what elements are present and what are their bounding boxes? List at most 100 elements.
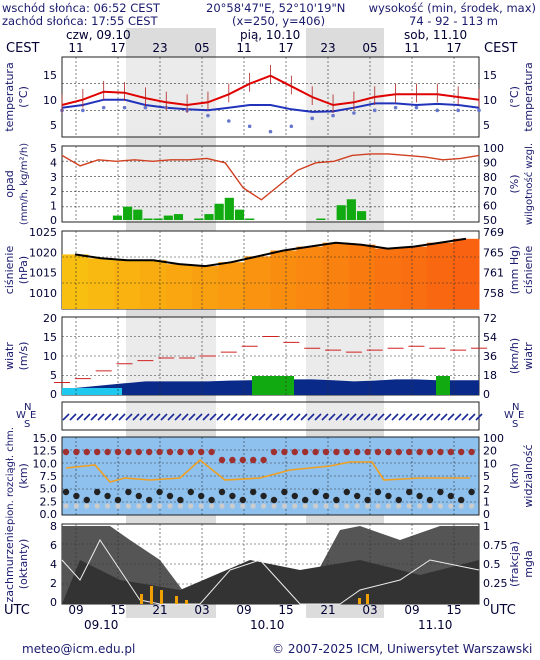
cloud-base-dot: [105, 503, 111, 509]
pressure-column: [348, 244, 376, 309]
wind-arrow: [468, 413, 476, 421]
temp-left-title: temperatura: [3, 62, 16, 131]
wind-arrow: [349, 413, 357, 421]
cloud-base-dot: [468, 488, 475, 496]
wind-arrow: [237, 413, 245, 421]
visibility-dot: [218, 456, 226, 464]
tick-label: 5.0: [40, 483, 58, 496]
visibility-dot: [302, 448, 309, 456]
visibility-dot: [104, 448, 111, 456]
cloud-base-dot: [447, 492, 454, 500]
visibility-dot: [270, 448, 278, 456]
cloud-base-dot: [354, 503, 360, 509]
feels-like-point: [247, 124, 252, 129]
cloud-base-dot: [84, 503, 90, 509]
visibility-dot: [458, 448, 465, 456]
tick-label: 36: [483, 350, 497, 363]
cloud-base-dot: [344, 503, 350, 509]
top-hour-label: 23: [152, 41, 167, 55]
pressure-column: [62, 254, 89, 309]
wind-arrow: [286, 413, 294, 421]
wind-arrow: [447, 413, 455, 421]
tick-label: 50: [483, 214, 497, 227]
footer-email[interactable]: meteo@icm.edu.pl: [22, 642, 136, 656]
top-hour-label: 17: [110, 41, 125, 55]
cloud-base-dot: [114, 496, 122, 504]
feels-like-point: [81, 108, 85, 113]
pressure-column: [296, 246, 324, 309]
wind-left-title: wiatr: [3, 342, 16, 370]
utc-right-label: UTC: [490, 603, 516, 618]
wind-low-band: [62, 388, 122, 395]
wind-arrow: [258, 413, 266, 421]
visibility-dot: [374, 448, 382, 456]
tick-label: 6: [50, 539, 57, 552]
feels-like-point: [456, 108, 460, 113]
cloud-base-dot: [469, 503, 475, 509]
tick-label: 3: [50, 171, 57, 184]
wind-arrow: [391, 413, 399, 421]
cloud-base-dot: [198, 503, 204, 509]
visibility-dot: [260, 456, 267, 464]
date-label-1: czw, 09.10: [66, 28, 131, 42]
temp-right-unit: (°C): [508, 86, 521, 108]
low-cloud-area: [62, 560, 479, 604]
wind-arrow: [111, 413, 119, 421]
temp-right-title: temperatura: [522, 62, 535, 131]
cloud-base-dot: [73, 503, 79, 509]
precip-bar: [163, 215, 173, 220]
cloud-base-dot: [146, 496, 153, 504]
cloud-base-dot: [406, 503, 412, 509]
top-hour-label: 05: [362, 41, 377, 55]
visibility-dot: [83, 448, 91, 456]
visibility-dot: [94, 448, 101, 456]
compass-w-right: W: [504, 410, 514, 421]
fog-bar: [140, 594, 143, 604]
cloud-base-dot: [63, 503, 69, 509]
pressure-fill: [62, 238, 480, 309]
top-hour-label: 17: [446, 41, 461, 55]
cloud-base-dot: [250, 488, 257, 496]
temperature-series: [60, 65, 481, 134]
pressure-column: [374, 248, 402, 309]
cloud-base-dot: [136, 503, 142, 509]
wind-arrow: [412, 413, 420, 421]
pressure-column: [322, 242, 350, 309]
cloud-base-dot: [73, 492, 80, 500]
visibility-dot: [426, 448, 434, 456]
dewpoint-line: [61, 98, 480, 113]
cloud-left-title: zachmurzenie: [3, 525, 16, 602]
visibility-dot: [312, 448, 319, 456]
feels-like-point: [372, 108, 377, 113]
top-hour-label: 23: [320, 41, 335, 55]
visibility-dot: [156, 448, 163, 456]
cloud-base-dot: [250, 503, 256, 509]
visibility-dot: [114, 448, 122, 456]
wind-high-band: [436, 376, 450, 395]
wind-arrow: [125, 413, 133, 421]
compass-e-left: E: [30, 410, 36, 421]
compass-n-right: N: [512, 402, 519, 413]
tick-label: 4: [50, 156, 57, 169]
visibility-dot: [468, 448, 475, 456]
wind-arrow: [377, 413, 385, 421]
vis-right-title: widzialność: [522, 444, 535, 507]
cloud-base-dot: [458, 496, 465, 504]
precip-bar: [173, 214, 184, 220]
wind-arrow: [272, 413, 280, 421]
feels-like-point: [393, 105, 398, 110]
fog-line: [61, 539, 480, 605]
feels-like-point: [352, 111, 356, 115]
cloud-base-dot: [157, 503, 163, 509]
visibility-dot: [447, 448, 454, 456]
visibility-dot: [416, 448, 423, 456]
cloud-base-dot: [354, 492, 361, 500]
tz-left-label: CEST: [6, 41, 40, 56]
tick-label: 15: [43, 331, 57, 344]
tick-label: 10: [483, 94, 497, 107]
tick-label: 0.5: [483, 558, 501, 571]
visibility-dot: [198, 448, 205, 456]
cloud-base-dot: [365, 503, 371, 509]
fog-bar: [160, 590, 163, 604]
wind-arrow: [370, 413, 378, 421]
